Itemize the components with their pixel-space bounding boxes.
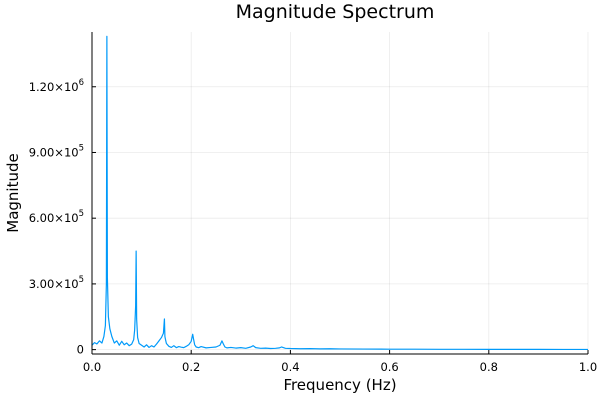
y-tick-label: 0 bbox=[77, 343, 84, 357]
x-tick-label: 0.2 bbox=[182, 360, 200, 374]
spectrum-line bbox=[91, 35, 588, 351]
y-tick-label: 6.00×105 bbox=[29, 209, 84, 225]
x-tick-label: 0.6 bbox=[380, 360, 398, 374]
y-tick-label: 9.00×105 bbox=[29, 143, 84, 159]
axes bbox=[91, 32, 588, 355]
y-axis-ticks: 0 3.00×105 6.00×105 9.00×105 1.20×106 bbox=[29, 78, 96, 357]
x-tick-label: 0.0 bbox=[83, 360, 101, 374]
x-tick-label: 0.8 bbox=[480, 360, 498, 374]
x-axis-label: Frequency (Hz) bbox=[283, 376, 396, 394]
x-tick-label: 1.0 bbox=[579, 360, 597, 374]
chart-title: Magnitude Spectrum bbox=[236, 1, 435, 23]
y-tick-label: 1.20×106 bbox=[29, 78, 84, 94]
grid-lines bbox=[91, 32, 589, 354]
y-tick-label: 3.00×105 bbox=[29, 275, 84, 291]
y-axis-label: Magnitude bbox=[4, 153, 22, 232]
x-axis-ticks: 0.0 0.2 0.4 0.6 0.8 1.0 bbox=[83, 350, 597, 374]
x-tick-label: 0.4 bbox=[281, 360, 299, 374]
series-layer bbox=[91, 35, 588, 351]
